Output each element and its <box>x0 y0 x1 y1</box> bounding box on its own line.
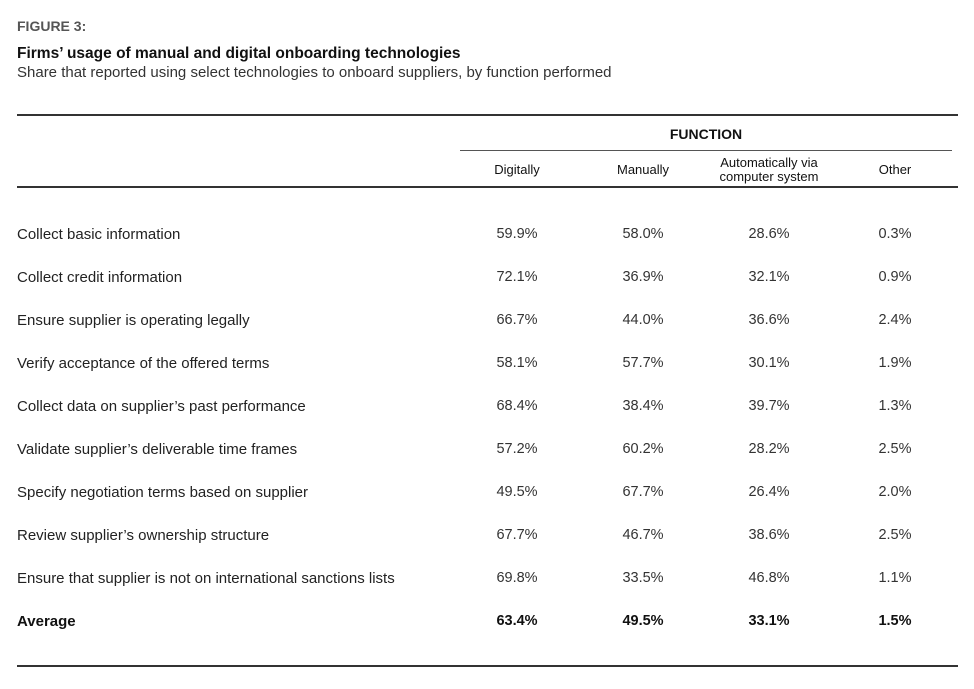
data-cell: 58.1% <box>496 355 538 371</box>
column-header: Other <box>878 162 912 177</box>
row-label: Average <box>17 613 76 630</box>
chart-title: Firms’ usage of manual and digital onboa… <box>17 45 461 62</box>
column-header: Digitally <box>494 162 540 177</box>
data-cell: 69.8% <box>496 570 538 586</box>
data-cell: 39.7% <box>748 398 790 414</box>
row-label: Collect credit information <box>17 269 183 286</box>
data-cell: 58.0% <box>622 226 664 242</box>
row-label: Collect basic information <box>17 226 181 243</box>
table-row: Validate supplier’s deliverable time fra… <box>0 428 974 471</box>
function-group-header: FUNCTION <box>669 126 743 142</box>
data-cell: 30.1% <box>748 355 790 371</box>
data-cell: 1.5% <box>878 613 912 629</box>
column-header: Manually <box>616 162 670 177</box>
table-row: Ensure supplier is operating legally 66.7… <box>0 299 974 342</box>
data-cell: 66.7% <box>496 312 538 328</box>
bottom-rule <box>17 665 958 667</box>
data-cell: 2.5% <box>878 441 912 457</box>
table-row: Collect credit information 72.1% 36.9% 32.1… <box>0 256 974 299</box>
row-label: Collect data on supplier’s past performa… <box>17 398 306 415</box>
row-label: Ensure that supplier is not on internati… <box>17 570 395 587</box>
data-cell: 38.6% <box>748 527 790 543</box>
table-row: Specify negotiation terms based on suppl… <box>0 471 974 514</box>
data-cell: 36.9% <box>622 269 664 285</box>
table-row: Verify acceptance of the offered terms 58… <box>0 342 974 385</box>
chart-subtitle: Share that reported using select technol… <box>17 64 612 81</box>
data-cell: 1.9% <box>878 355 912 371</box>
row-label: Validate supplier’s deliverable time fra… <box>17 441 298 458</box>
data-cell: 0.3% <box>878 226 912 242</box>
row-label: Ensure supplier is operating legally <box>17 312 250 329</box>
data-cell: 28.2% <box>748 441 790 457</box>
row-label: Specify negotiation terms based on suppl… <box>17 484 309 501</box>
data-cell: 0.9% <box>878 269 912 285</box>
data-cell: 2.4% <box>878 312 912 328</box>
data-cell: 1.1% <box>878 570 912 586</box>
top-rule <box>17 114 958 116</box>
header-rule <box>17 186 958 188</box>
data-cell: 2.0% <box>878 484 912 500</box>
figure-label: FIGURE 3: <box>17 18 87 34</box>
data-cell: 1.3% <box>878 398 912 414</box>
data-cell: 32.1% <box>748 269 790 285</box>
average-row: Average 63.4% 49.5% 33.1% 1.5% <box>0 600 974 643</box>
data-cell: 44.0% <box>622 312 664 328</box>
row-label: Review supplier’s ownership structure <box>17 527 270 544</box>
column-header: Automatically via computer system <box>719 155 819 184</box>
data-cell: 68.4% <box>496 398 538 414</box>
data-cell: 67.7% <box>496 527 538 543</box>
data-cell: 72.1% <box>496 269 538 285</box>
data-cell: 2.5% <box>878 527 912 543</box>
data-cell: 38.4% <box>622 398 664 414</box>
group-rule <box>460 150 952 151</box>
table-row: Collect basic information 59.9% 58.0% 28.6%… <box>0 213 974 256</box>
data-cell: 46.7% <box>622 527 664 543</box>
data-cell: 67.7% <box>622 484 664 500</box>
data-cell: 57.2% <box>496 441 538 457</box>
data-cell: 63.4% <box>496 613 538 629</box>
data-cell: 60.2% <box>622 441 664 457</box>
data-cell: 26.4% <box>748 484 790 500</box>
data-cell: 49.5% <box>622 613 664 629</box>
data-cell: 49.5% <box>496 484 538 500</box>
data-cell: 36.6% <box>748 312 790 328</box>
data-cell: 33.1% <box>748 613 790 629</box>
data-cell: 28.6% <box>748 226 790 242</box>
table-row: Collect data on supplier’s past performa… <box>0 385 974 428</box>
table-row: Ensure that supplier is not on internati… <box>0 557 974 600</box>
row-label: Verify acceptance of the offered terms <box>17 355 270 372</box>
table-row: Review supplier’s ownership structure 67.… <box>0 514 974 557</box>
data-cell: 57.7% <box>622 355 664 371</box>
data-cell: 33.5% <box>622 570 664 586</box>
data-cell: 59.9% <box>496 226 538 242</box>
data-cell: 46.8% <box>748 570 790 586</box>
